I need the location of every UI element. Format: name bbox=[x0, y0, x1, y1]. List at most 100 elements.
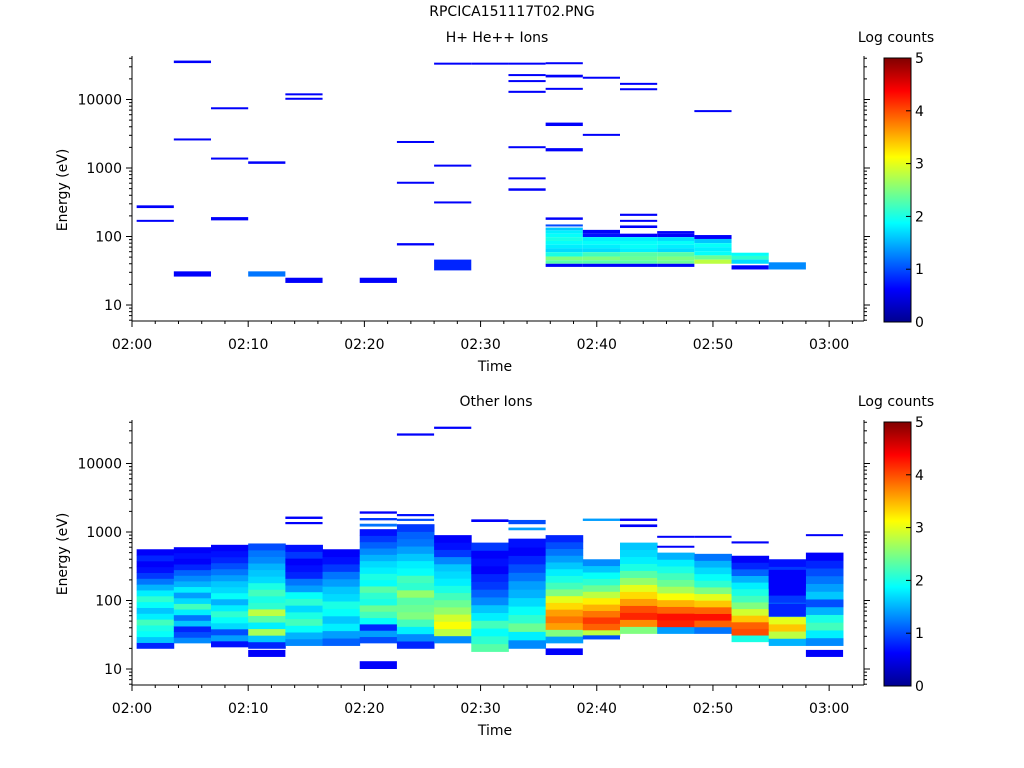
panel2-x-tick-label-1: 02:10 bbox=[228, 701, 268, 717]
panel1-cell-42 bbox=[545, 248, 583, 253]
panel2-y-tick-label-2: 1000 bbox=[86, 525, 122, 541]
panel2-column-18-bin-9 bbox=[805, 568, 844, 577]
panel2-column-13-bin-5 bbox=[620, 591, 658, 599]
panel2-column-9-bin-13 bbox=[471, 542, 509, 551]
panel2-colorbar-tick-label-3: 3 bbox=[915, 521, 924, 537]
panel2-column-11-bin-10 bbox=[545, 568, 584, 576]
panel1-cell-35 bbox=[545, 224, 583, 227]
panel1-cell-28 bbox=[508, 188, 546, 191]
panel1-x-tick-label-2: 02:20 bbox=[344, 337, 384, 353]
panel1-cell-72 bbox=[620, 263, 658, 267]
panel2-column-1-bin-3 bbox=[173, 620, 212, 627]
panel1-cell-68 bbox=[620, 248, 658, 253]
panel2-column-8-bin-13 bbox=[434, 542, 472, 550]
panel2-column-16-bin-5 bbox=[731, 602, 770, 610]
panel2-column-13-bin-4 bbox=[620, 598, 658, 606]
panel2-column-14-bin-4 bbox=[657, 599, 695, 607]
panel1-colorbar-tick-label-5: 5 bbox=[915, 51, 924, 67]
panel1-cell-30 bbox=[545, 74, 583, 78]
panel2-column-7-bin-7 bbox=[396, 589, 435, 598]
panel2-column-0-bin-0 bbox=[136, 642, 175, 649]
panel2-column-6-bin-13 bbox=[359, 554, 398, 562]
panel2-column-11-bin-11 bbox=[545, 562, 584, 570]
panel2-column-3-bin-6 bbox=[248, 602, 286, 610]
panel2-column-12-bin-10 bbox=[582, 565, 621, 573]
panel1-colorbar-label: Log counts bbox=[858, 30, 934, 46]
panel2-column-5-bin-1 bbox=[322, 630, 361, 639]
panel2-column-0-bin-14 bbox=[136, 560, 175, 568]
panel2-column-6-bin-1 bbox=[359, 630, 398, 638]
panel1-cell-63 bbox=[620, 225, 658, 229]
panel2-column-0-bin-9 bbox=[136, 590, 175, 597]
panel2-column-1-bin-2 bbox=[173, 626, 212, 633]
panel1-cell-86 bbox=[694, 243, 732, 248]
panel2-cell-12 bbox=[582, 518, 620, 521]
panel1-cell-44 bbox=[545, 256, 583, 261]
panel2-column-7-bin-2 bbox=[396, 626, 435, 635]
panel2-column-8-bin-0 bbox=[434, 635, 472, 644]
panel2-column-3-bin-7 bbox=[248, 595, 286, 603]
panel1-cell-54 bbox=[582, 252, 620, 257]
panel2-column-14-bin-8 bbox=[657, 572, 695, 580]
panel2-column-0-bin-4 bbox=[136, 619, 175, 626]
panel2-column-16-bin-11 bbox=[731, 562, 770, 570]
panel2-column-13-bin-0 bbox=[620, 626, 658, 634]
panel2-column-15-bin-7 bbox=[694, 580, 732, 588]
panel2-column-9-bin-4 bbox=[471, 612, 509, 621]
panel1-cell-43 bbox=[545, 252, 583, 257]
panel1-x-tick-label-1: 02:10 bbox=[228, 337, 268, 353]
panel2-column-18-bin-6 bbox=[805, 591, 844, 600]
panel2-column-15-bin-0 bbox=[694, 626, 732, 634]
panel2-column-7-bin-16 bbox=[396, 524, 435, 532]
panel2-column-0-bin-6 bbox=[136, 607, 175, 614]
panel2-column-6-bin-11 bbox=[359, 567, 398, 574]
panel1-plot: 02:00 02:10 02:20 02:30 02:40 02:50 03:0010100… bbox=[77, 51, 924, 353]
panel2-column-2-bin-15 bbox=[211, 550, 249, 558]
panel2-cell-19 bbox=[657, 545, 695, 548]
panel2-column-15-bin-11 bbox=[694, 553, 732, 561]
panel2-column-5-bin-12 bbox=[322, 549, 361, 558]
panel2-column-9-bin-10 bbox=[471, 565, 509, 575]
panel2-column-15-bin-1 bbox=[694, 620, 732, 628]
panel1-cell-79 bbox=[657, 252, 695, 257]
panel1-cell-51 bbox=[582, 240, 620, 245]
panel2-column-12-bin-1 bbox=[582, 623, 621, 631]
panel2-column-11-bin-2 bbox=[545, 622, 584, 630]
panel2-column-6-bin-14 bbox=[359, 548, 398, 555]
panel2-column-11-bin-7 bbox=[545, 589, 584, 597]
panel2-column-4-bin-14 bbox=[285, 544, 323, 552]
panel2-column-13-bin-11 bbox=[620, 549, 658, 557]
panel2-column-0-bin-12 bbox=[136, 572, 175, 579]
panel1-cell-90 bbox=[694, 259, 732, 264]
panel2-column-9-bin-8 bbox=[471, 581, 509, 590]
panel2-column-6-bin-9 bbox=[359, 579, 398, 587]
panel2-column-11-bin-13 bbox=[545, 548, 584, 556]
panel2-colorbar-tick-label-0: 0 bbox=[915, 679, 924, 695]
panel2-column-7-bin-3 bbox=[396, 619, 435, 627]
panel2-column-12-bin-8 bbox=[582, 578, 621, 586]
panel2-column-12-bin-9 bbox=[582, 572, 621, 579]
panel2-column-3-bin-4 bbox=[248, 615, 286, 623]
panel2-column-18-bin-3 bbox=[805, 614, 844, 623]
panel2-column-2-bin-6 bbox=[211, 604, 249, 612]
panel2-column-4-bin-5 bbox=[285, 605, 323, 613]
panel2-column-14-bin-1 bbox=[657, 620, 695, 628]
panel2-column-15-bin-4 bbox=[694, 600, 732, 608]
panel2-column-4-bin-9 bbox=[285, 578, 323, 586]
panel2-column-1-bin-9 bbox=[173, 586, 212, 593]
panel2-column-5-bin-9 bbox=[322, 571, 361, 580]
panel2-column-6-bin-12 bbox=[359, 560, 398, 568]
panel1-colorbar-tick-label-2: 2 bbox=[915, 209, 924, 225]
panel1-cell-20 bbox=[434, 259, 472, 271]
panel2-column-4-bin-12 bbox=[285, 558, 323, 566]
panel1-cell-82 bbox=[657, 263, 695, 267]
panel2-column-1-bin-10 bbox=[173, 580, 212, 588]
panel1-cell-56 bbox=[582, 260, 620, 264]
panel2-column-11-bin-5 bbox=[545, 602, 584, 610]
panel2-column-5-bin-6 bbox=[322, 593, 361, 602]
panel2-column-12-bin-5 bbox=[582, 597, 621, 605]
panel2-column-9-bin-1 bbox=[471, 635, 509, 645]
panel1-y-tick-label-2: 1000 bbox=[86, 161, 122, 177]
panel1-cell-80 bbox=[657, 256, 695, 261]
panel2-column-2-bin-13 bbox=[211, 562, 249, 570]
